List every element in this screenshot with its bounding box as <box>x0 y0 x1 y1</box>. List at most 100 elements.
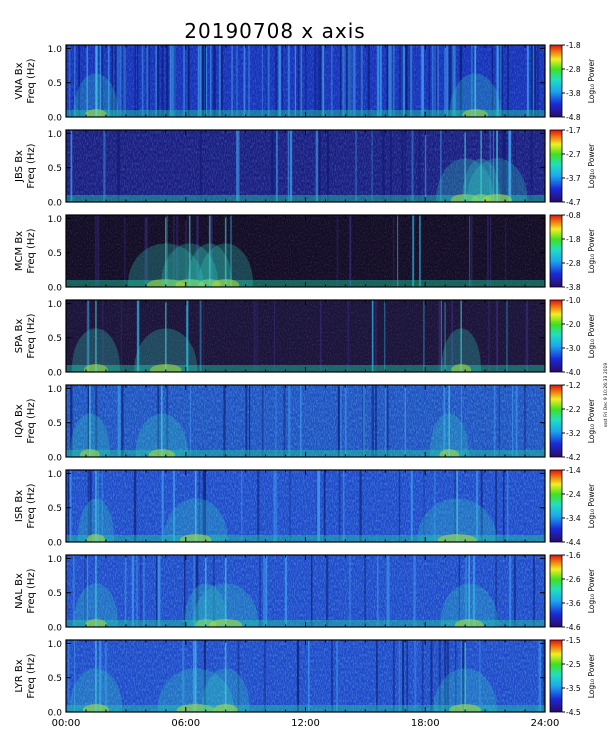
colorbar-label: Log₁₀ Power <box>587 568 596 613</box>
spectral-stripe <box>101 470 103 542</box>
spectral-stripe <box>196 215 198 287</box>
colorbar-tick-label: -2.0 <box>566 320 581 329</box>
panel-iqa: 0.0 0.5 1.0 IQA Bx Freq (Hz) -1.2 -2.2 -3.2 -4.2… <box>14 381 596 464</box>
colorbar-tick-label: -1.7 <box>566 126 581 135</box>
spectral-stripe <box>424 130 427 202</box>
spectral-stripe <box>185 215 188 287</box>
spectral-stripe <box>504 215 507 287</box>
spectral-stripe <box>134 45 136 117</box>
spectral-stripe <box>421 640 424 712</box>
spectral-stripe <box>131 555 134 627</box>
spectral-stripe <box>375 385 377 457</box>
spectral-stripe <box>502 45 504 117</box>
spectral-stripe <box>141 45 144 117</box>
spectral-stripe <box>318 130 321 202</box>
y-tick-label: 0.0 <box>48 539 63 549</box>
spectral-stripe <box>198 470 200 542</box>
spectral-stripe <box>87 555 89 627</box>
spectral-stripe <box>440 130 442 202</box>
spectral-stripe <box>263 640 266 712</box>
spectral-stripe <box>146 45 149 117</box>
burst-line <box>496 130 498 202</box>
x-tick-label: 12:00 <box>291 718 320 729</box>
y-tick-label: 0.5 <box>48 249 62 259</box>
spectral-stripe <box>195 555 199 627</box>
spectral-stripe <box>67 470 70 542</box>
spectral-stripe <box>462 640 465 712</box>
spectral-stripe <box>263 555 265 627</box>
spectral-stripe <box>136 300 140 372</box>
spectral-stripe <box>276 130 278 202</box>
spectral-stripe <box>404 385 406 457</box>
y-tick-label: 0.0 <box>48 114 63 124</box>
colorbar-tick-label: -2.2 <box>566 405 581 414</box>
spectral-stripe <box>101 300 104 372</box>
spectral-stripe <box>319 300 322 372</box>
spectral-stripe <box>404 130 406 202</box>
spectral-stripe <box>338 470 341 542</box>
spectral-stripe <box>433 470 436 542</box>
spectral-stripe <box>87 300 90 372</box>
spectral-stripe <box>446 45 449 117</box>
spectral-stripe <box>148 45 150 117</box>
spectral-stripe <box>487 215 489 287</box>
spectral-stripe <box>104 640 108 712</box>
spectral-stripe <box>512 385 514 457</box>
colorbar-tick-label: -3.4 <box>566 514 581 523</box>
colorbar-tick-label: -2.7 <box>566 150 581 159</box>
side-note: ssst Fri Dec 9 10:26:33 2019 <box>603 363 609 428</box>
colorbar-tick-label: -3.5 <box>566 684 581 693</box>
y-axis-label-freq: Freq (Hz) <box>26 313 37 358</box>
colorbar-label: Log₁₀ Power <box>587 228 596 273</box>
y-axis-label-freq: Freq (Hz) <box>26 58 37 103</box>
spectral-stripe <box>69 470 72 542</box>
y-axis-label-station: SPA Bx <box>14 319 25 354</box>
spectral-stripe <box>469 215 471 287</box>
colorbar-tick-label: -3.8 <box>566 89 581 98</box>
spectral-stripe <box>68 640 70 712</box>
spectral-stripe <box>87 385 89 457</box>
spectral-stripe <box>124 555 127 627</box>
spectral-stripe <box>405 45 408 117</box>
spectral-stripe <box>237 640 240 712</box>
y-axis-label-freq: Freq (Hz) <box>26 143 37 188</box>
burst-line <box>164 300 167 372</box>
spectral-stripe <box>355 130 357 202</box>
spectral-stripe <box>74 45 76 117</box>
spectral-stripe <box>464 555 468 627</box>
spectral-stripe <box>364 555 366 627</box>
spectral-stripe <box>136 555 138 627</box>
spectral-stripe <box>256 300 258 372</box>
spectral-stripe <box>444 640 447 712</box>
spectral-stripe <box>199 45 203 117</box>
spectral-stripe <box>349 215 352 287</box>
spectrogram-noise <box>66 555 545 627</box>
spectrogram-noise <box>66 470 545 542</box>
spectral-stripe <box>296 640 300 712</box>
spectral-stripe <box>97 215 100 287</box>
spectral-stripe <box>189 385 192 457</box>
colorbar-tick-label: -3.6 <box>566 599 581 608</box>
spectral-stripe <box>495 555 497 627</box>
spectral-stripe <box>265 555 268 627</box>
panel-spa: 0.0 0.5 1.0 SPA Bx Freq (Hz) -1.0 -2.0 -3.0 -4.0… <box>14 296 596 379</box>
spectral-stripe <box>384 385 387 457</box>
spectral-stripe <box>343 470 345 542</box>
spectral-stripe <box>288 385 291 457</box>
spectral-stripe <box>490 215 492 287</box>
y-axis-label-station: NAL Bx <box>14 573 25 609</box>
y-axis-label-station: MCM Bx <box>14 231 25 271</box>
spectral-stripe <box>204 640 206 712</box>
spectral-stripe <box>257 470 260 542</box>
spectral-stripe <box>169 45 172 117</box>
spectral-stripe <box>237 130 240 202</box>
spectral-stripe <box>479 640 481 712</box>
spectral-stripe <box>137 45 139 117</box>
colorbar-label: Log₁₀ Power <box>587 143 596 188</box>
spectral-stripe <box>249 385 251 457</box>
y-tick-label: 1.0 <box>48 45 63 55</box>
spectral-stripe <box>140 555 142 627</box>
spectral-stripe <box>314 45 317 117</box>
spectral-stripe <box>99 45 102 117</box>
spectral-stripe <box>359 45 361 117</box>
